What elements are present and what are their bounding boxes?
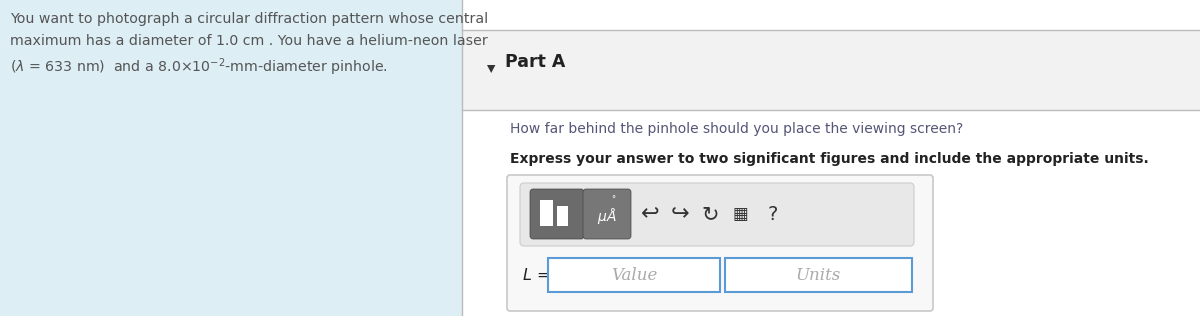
Text: Value: Value (611, 266, 658, 283)
Text: ↻: ↻ (701, 204, 719, 224)
Text: ▦: ▦ (732, 205, 748, 223)
Text: How far behind the pinhole should you place the viewing screen?: How far behind the pinhole should you pl… (510, 122, 964, 136)
Text: ↪: ↪ (671, 204, 689, 224)
Text: ($\lambda$ = 633 nm)  and a 8.0$\times$10$^{-2}$-mm-diameter pinhole.: ($\lambda$ = 633 nm) and a 8.0$\times$10… (10, 56, 388, 78)
Bar (462, 30, 1200, 110)
Text: ?: ? (768, 204, 778, 223)
Bar (540, 200, 553, 226)
Text: $L$ =: $L$ = (522, 267, 550, 283)
FancyBboxPatch shape (508, 175, 934, 311)
Bar (548, 258, 720, 292)
Bar (0, 0, 462, 316)
Text: maximum has a diameter of 1.0 cm . You have a helium-neon laser: maximum has a diameter of 1.0 cm . You h… (10, 34, 487, 48)
Bar (557, 206, 568, 226)
Text: Part A: Part A (505, 53, 565, 71)
Bar (725, 258, 912, 292)
Text: You want to photograph a circular diffraction pattern whose central: You want to photograph a circular diffra… (10, 12, 488, 26)
Polygon shape (487, 65, 496, 73)
Text: Express your answer to two significant figures and include the appropriate units: Express your answer to two significant f… (510, 152, 1148, 166)
Text: °: ° (611, 196, 616, 204)
Text: Units: Units (796, 266, 841, 283)
Text: $\mu\AA$: $\mu\AA$ (598, 206, 617, 226)
FancyBboxPatch shape (520, 183, 914, 246)
FancyBboxPatch shape (530, 189, 584, 239)
FancyBboxPatch shape (583, 189, 631, 239)
Text: ↩: ↩ (641, 204, 659, 224)
